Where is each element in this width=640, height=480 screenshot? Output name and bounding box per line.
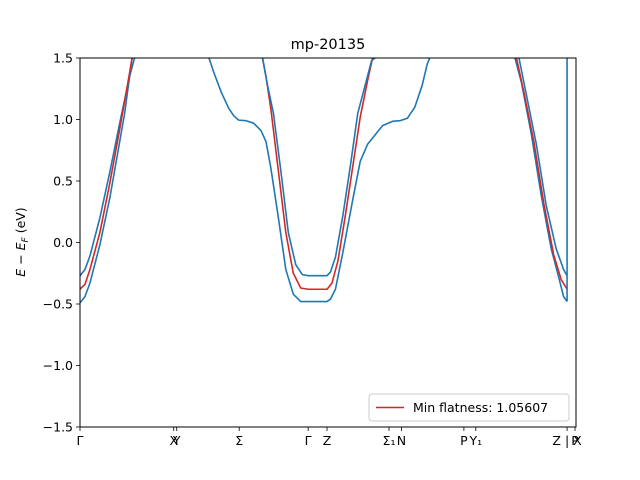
x-tick-label: Z | X	[552, 433, 582, 448]
x-tick-label: Z	[323, 433, 332, 448]
x-tick-label: P	[460, 433, 468, 448]
band-line-4	[261, 58, 374, 291]
chart-title: mp-20135	[291, 37, 366, 53]
x-tick-label: Γ	[305, 433, 312, 448]
x-tick-label: Σ	[235, 433, 243, 448]
legend: Min flatness: 1.05607	[368, 393, 570, 422]
band-line-5	[261, 58, 376, 277]
x-tick-label: X	[169, 433, 178, 448]
x-tick-label: N	[397, 433, 406, 448]
x-tick-label: Y₁	[468, 433, 482, 448]
y-tick-label: 1.0	[53, 112, 73, 127]
x-tick-label: Σ₁	[383, 433, 396, 448]
y-tick-label: −0.5	[43, 297, 73, 312]
y-axis-label: E − EF (eV)	[13, 207, 31, 276]
band-line-7	[515, 58, 568, 290]
x-tick-label: Y	[172, 433, 181, 448]
band-lines	[80, 58, 568, 304]
band-line-0	[80, 58, 133, 304]
x-axis-ticks: Γ XY Σ Γ Z Σ₁ N P Y₁ Z | XP	[77, 427, 582, 448]
x-tick-label: P	[571, 433, 579, 448]
x-tick-label: Γ	[77, 433, 84, 448]
y-tick-label: 1.5	[53, 51, 73, 66]
band-line-2	[80, 58, 133, 290]
y-tick-label: −1.0	[43, 358, 73, 373]
y-tick-label: −1.5	[43, 420, 73, 435]
y-axis-ticks: −1.5 −1.0 −0.5 0.0 0.5 1.0 1.5	[43, 51, 80, 435]
y-tick-label: 0.5	[53, 174, 73, 189]
y-tick-label: 0.0	[53, 235, 73, 250]
band-line-8	[518, 58, 568, 277]
band-line-3	[208, 58, 431, 303]
legend-label-min-flatness: Min flatness: 1.05607	[413, 400, 548, 415]
legend-box	[368, 393, 570, 422]
